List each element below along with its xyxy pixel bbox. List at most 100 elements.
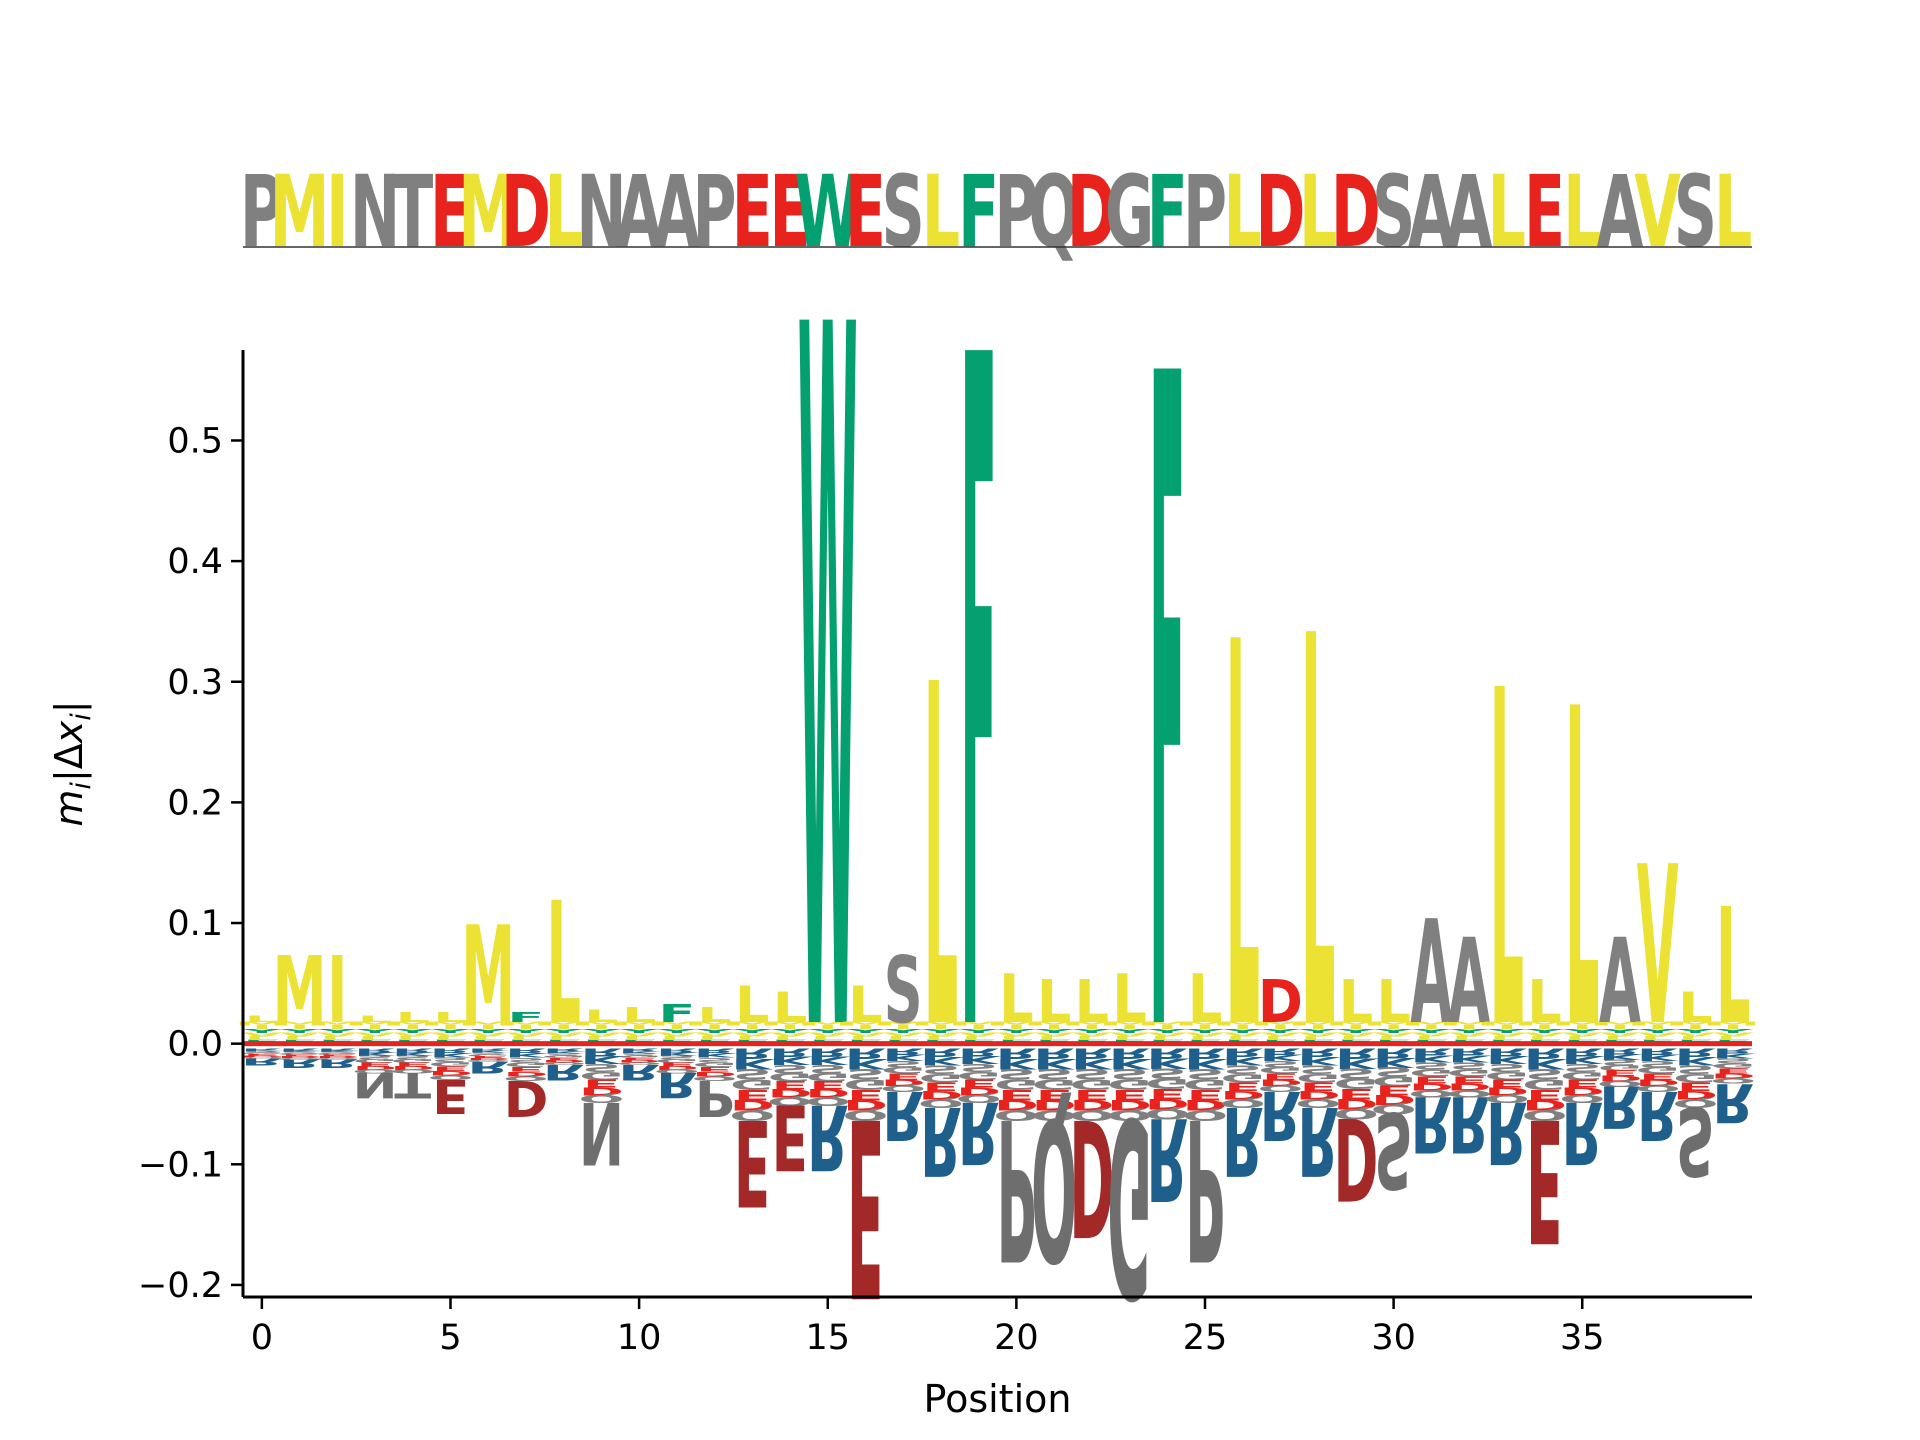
logo-letter-small: Y: [1599, 1028, 1641, 1034]
svg-text:M: M: [1668, 1021, 1722, 1027]
logo-letter-small: E: [1715, 1067, 1752, 1075]
logo-letter-small: D: [1409, 1081, 1454, 1092]
logo-letter-small: Y: [392, 1028, 434, 1034]
logo-letter-small: R: [920, 1045, 962, 1059]
svg-text:F: F: [1149, 190, 1186, 1233]
logo-letter-small: V: [1674, 1032, 1716, 1038]
logo-letter-small: G: [541, 1055, 586, 1059]
svg-text:I: I: [1195, 1025, 1215, 1031]
svg-text:P: P: [693, 155, 737, 270]
svg-text:G: G: [1598, 1063, 1643, 1072]
logo-letter-small: E: [470, 1056, 507, 1059]
svg-text:G: G: [1145, 1075, 1190, 1091]
logo-letter-small: I: [1610, 1025, 1630, 1031]
sequence-letter: E: [845, 155, 886, 270]
logo-letter-small: S: [431, 1056, 470, 1063]
svg-text:I: I: [855, 1025, 875, 1031]
logo-letter-small: R: [1524, 1045, 1566, 1062]
svg-text:L: L: [1678, 1035, 1713, 1041]
svg-text:I: I: [1006, 1025, 1026, 1031]
logo-letter-small: I: [1723, 1025, 1743, 1031]
svg-text:L: L: [1188, 1035, 1223, 1041]
logo-letter-small: K: [279, 1049, 323, 1052]
svg-text:Y: Y: [580, 1028, 622, 1034]
logo-letter-small: I: [1006, 1025, 1026, 1031]
svg-text:I: I: [780, 1025, 800, 1031]
svg-text:I: I: [1119, 1025, 1139, 1031]
logo-letter-small: Q: [616, 1062, 662, 1066]
svg-text:L: L: [1339, 1035, 1374, 1041]
logo-letter-small: D: [730, 1097, 775, 1114]
svg-text:M: M: [876, 1021, 930, 1027]
svg-text:Y: Y: [467, 1028, 509, 1034]
logo-letter-small: L: [735, 1035, 770, 1041]
svg-text:L: L: [1490, 595, 1525, 1132]
svg-text:V: V: [1373, 1032, 1415, 1038]
svg-text:G: G: [692, 1061, 737, 1069]
svg-text:V: V: [1637, 822, 1679, 1075]
logo-letter-small: D: [239, 1055, 284, 1057]
logo-letter-small: M: [235, 1021, 289, 1027]
svg-text:Y: Y: [844, 1028, 886, 1034]
svg-text:L: L: [358, 1035, 393, 1041]
svg-text:G: G: [1334, 1075, 1379, 1091]
svg-text:V: V: [656, 1032, 698, 1038]
svg-text:L: L: [1339, 969, 1374, 1036]
svg-text:Q: Q: [239, 1056, 285, 1058]
logo-letter-small: G: [1032, 1076, 1077, 1093]
logo-letter-small: V: [958, 1032, 1000, 1038]
logo-letter-small: K: [1146, 1055, 1190, 1071]
logo-letter-small: E: [1601, 1068, 1638, 1077]
logo-letter-small: K: [958, 1053, 1002, 1065]
svg-text:E: E: [545, 1057, 582, 1061]
svg-text:Y: Y: [1335, 1028, 1377, 1034]
svg-text:S: S: [469, 1052, 508, 1055]
svg-text:S: S: [356, 1054, 395, 1060]
svg-text:Q: Q: [1635, 1083, 1681, 1093]
svg-text:G: G: [843, 1076, 888, 1093]
svg-text:Q: Q: [692, 1075, 738, 1083]
logo-letter-small: V: [505, 1032, 547, 1038]
logo-letter-small: L: [1414, 1035, 1449, 1041]
logo-letter-small: M: [461, 1021, 515, 1027]
logo-letter-small: I: [365, 1025, 385, 1031]
svg-text:K: K: [1109, 1055, 1153, 1072]
svg-text:G: G: [1258, 1065, 1302, 1075]
svg-text:I: I: [1648, 1025, 1668, 1031]
svg-text:D: D: [1560, 1085, 1605, 1097]
svg-text:F: F: [658, 999, 695, 1028]
svg-text:R: R: [845, 1045, 887, 1062]
svg-text:G: G: [956, 1069, 1000, 1081]
logo-letter-small: V: [882, 1032, 924, 1038]
logo-letter-small: V: [1448, 1032, 1490, 1038]
logo-letter-small: R: [845, 1045, 887, 1062]
svg-text:G: G: [1032, 1076, 1077, 1093]
logo-letter-small: M: [1706, 1021, 1760, 1027]
logo-letter-small: Q: [427, 1074, 473, 1081]
logo-letter-small: D: [1711, 1072, 1756, 1080]
logo-letter-small: Y: [882, 1028, 924, 1034]
logo-letter-small: Y: [1146, 1028, 1188, 1034]
svg-text:K: K: [467, 1050, 511, 1053]
logo-letter-small: Q: [880, 1083, 926, 1093]
logo-letter: P: [695, 1069, 735, 1126]
svg-text:M: M: [952, 1021, 1006, 1027]
svg-text:R: R: [1109, 1045, 1151, 1062]
svg-text:G: G: [730, 1076, 775, 1093]
logo-letter-small: E: [545, 1057, 582, 1061]
svg-text:E: E: [621, 1057, 658, 1061]
logo-letter: L: [546, 867, 581, 1062]
logo-letter-small: V: [430, 1032, 472, 1038]
logo-letter-small: Y: [429, 1028, 471, 1034]
logo-letter: R: [1222, 1085, 1264, 1195]
svg-text:Q: Q: [427, 1074, 473, 1081]
svg-text:L: L: [1301, 524, 1336, 1149]
svg-text:V: V: [1637, 1032, 1679, 1038]
logo-letter-small: K: [920, 1054, 964, 1068]
svg-text:D: D: [579, 1085, 624, 1097]
logo-letter-small: E: [1526, 1086, 1563, 1103]
svg-text:I: I: [1157, 1025, 1177, 1031]
svg-text:I: I: [629, 1025, 649, 1031]
svg-text:R: R: [430, 1047, 472, 1054]
svg-text:S: S: [1336, 1065, 1375, 1081]
